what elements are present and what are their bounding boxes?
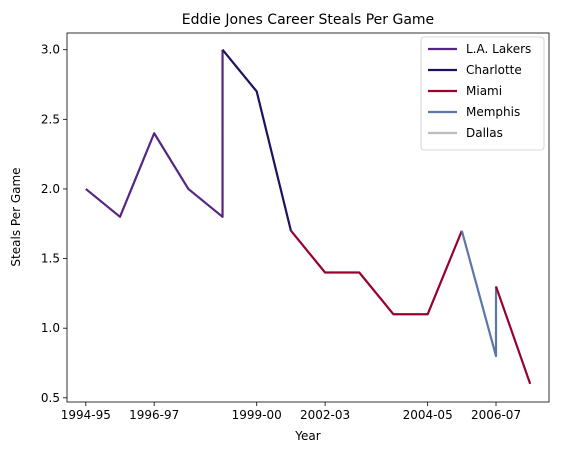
series-line-1 [221,49,292,231]
legend-label-2: Miami [466,84,502,98]
plot-lines [85,49,532,385]
x-tick-label-1: 1996-97 [129,408,179,422]
series-line-0 [85,49,224,218]
y-tick-label-0: 0.5 [41,391,60,405]
y-tick-label-1: 1.0 [41,321,60,335]
x-tick-label-0: 1994-95 [61,408,111,422]
legend-label-1: Charlotte [466,63,522,77]
legend: L.A. Lakers Charlotte Miami Memphis Dallas [420,36,545,151]
y-tick-label-2: 1.5 [41,252,60,266]
x-tick-label-3: 2002-03 [300,408,350,422]
y-tick-label-5: 3.0 [41,43,60,57]
series-line-2 [290,230,463,316]
y-tick-label-4: 2.5 [41,112,60,126]
legend-label-4: Dallas [466,126,503,140]
legend-box [420,36,545,151]
plot-frame [66,32,550,403]
legend-label-3: Memphis [466,105,520,119]
x-axis: 1994-95 1996-97 1999-00 2002-03 2004-05 2006-… [61,402,521,422]
x-tick-label-4: 2004-05 [403,408,453,422]
x-axis-label: Year [294,429,320,443]
y-axis-label: Steals Per Game [9,167,23,266]
x-tick-label-5: 2006-07 [471,408,521,422]
y-axis: 0.5 1.0 1.5 2.0 2.5 3.0 [41,43,67,405]
x-tick-label-2: 1999-00 [232,408,282,422]
legend-label-0: L.A. Lakers [466,42,531,56]
series-line-4 [494,286,532,385]
series-line-3 [460,230,498,358]
y-tick-label-3: 2.0 [41,182,60,196]
chart-title: Eddie Jones Career Steals Per Game [182,12,434,28]
